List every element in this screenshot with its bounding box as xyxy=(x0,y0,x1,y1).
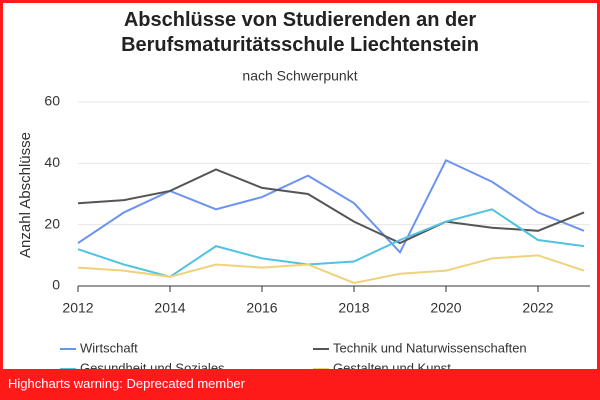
warning-text: Highcharts warning: Deprecated member xyxy=(8,376,245,391)
y-tick-label: 40 xyxy=(44,154,60,170)
y-tick-label: 60 xyxy=(44,93,60,109)
x-tick-label: 2016 xyxy=(246,300,277,316)
series-line xyxy=(77,254,585,284)
warning-banner xyxy=(0,369,600,400)
x-tick-label: 2014 xyxy=(154,300,185,316)
x-tick-label: 2022 xyxy=(522,300,553,316)
x-tick-label: 2020 xyxy=(430,300,461,316)
chart-title: Abschlüsse von Studierenden an der Beruf… xyxy=(121,9,479,56)
series-line xyxy=(77,158,585,254)
legend-label: Technik und Naturwissenschaften xyxy=(333,340,527,355)
y-tick-label: 0 xyxy=(52,277,60,293)
chart-subtitle: nach Schwerpunkt xyxy=(242,68,357,84)
y-tick-label: 20 xyxy=(44,215,60,231)
y-axis-title: Anzahl Abschlüsse xyxy=(17,132,34,258)
series-line xyxy=(77,208,585,278)
x-tick-label: 2012 xyxy=(62,300,93,316)
series-line xyxy=(77,168,585,245)
x-tick-label: 2018 xyxy=(338,300,369,316)
legend-label: Wirtschaft xyxy=(80,340,138,355)
